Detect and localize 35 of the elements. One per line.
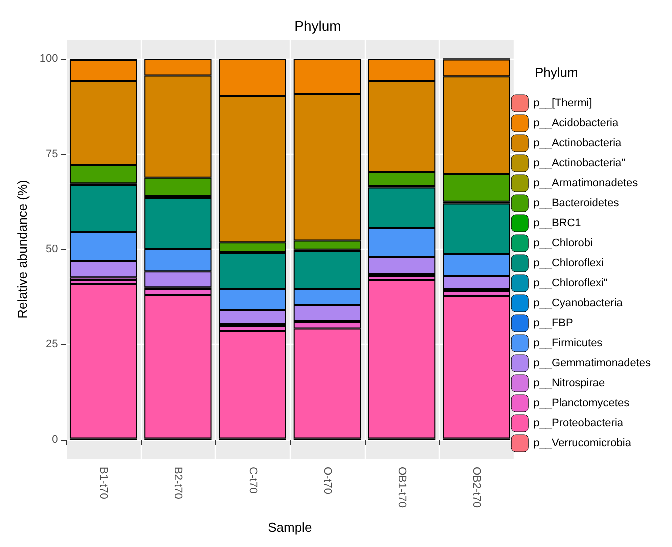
x-tick-label: O-t70	[321, 467, 334, 495]
legend-label: p__Proteobacteria	[534, 418, 624, 430]
legend-title: Phylum	[535, 65, 578, 80]
legend-label: p__Planctomycetes	[534, 398, 630, 410]
legend-label: p__Chloroflexi	[534, 258, 604, 270]
bar	[368, 280, 436, 439]
x-tick-label: B1-t70	[98, 467, 110, 500]
x-axis-title: Sample	[268, 520, 312, 535]
bar	[70, 284, 138, 439]
legend-label: p__Gemmatimonadetes	[534, 358, 652, 370]
legend-label: p__Actinobacteria	[534, 138, 623, 150]
x-tick-label: B2-t70	[172, 467, 184, 500]
y-tick-label: 50	[46, 244, 58, 256]
y-tick-label: 100	[40, 53, 58, 66]
legend-label: p__Armatimonadetes	[534, 178, 639, 190]
legend-label: p__BRC1	[534, 218, 582, 230]
legend-label: p__[Thermi]	[534, 98, 592, 110]
chart-title: Phylum	[294, 18, 342, 34]
y-tick-label: 75	[46, 148, 58, 160]
y-tick-label: 25	[46, 338, 58, 351]
legend-label: p__Firmicutes	[534, 338, 604, 350]
x-tick-label: OB2-t70	[470, 467, 483, 508]
legend-label: p__Nitrospirae	[534, 378, 606, 390]
legend-label: p__Actinobacteria"	[534, 158, 626, 170]
legend-label: p__Chloroflexi"	[534, 278, 608, 290]
x-tick-label: C-t70	[246, 467, 259, 494]
y-tick-label: 0	[52, 434, 58, 446]
legend-label: p__FBP	[534, 318, 574, 330]
legend-label: p__Acidobacteria	[534, 118, 620, 130]
legend-label: p__Chlorobi	[534, 238, 593, 250]
legend-label: p__Bacteroidetes	[534, 198, 620, 210]
legend-label: p__Cyanobacteria	[534, 298, 624, 310]
legend-label: p__Verrucomicrobia	[534, 438, 632, 450]
y-axis-title: Relative abundance (%)	[15, 180, 30, 319]
x-tick-label: OB1-t70	[396, 467, 408, 508]
